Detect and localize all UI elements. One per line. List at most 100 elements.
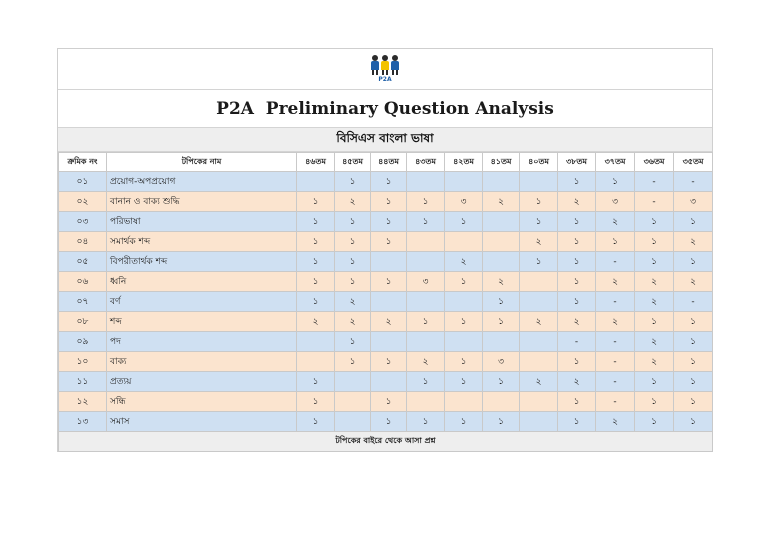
count-cell: ২ [673, 231, 713, 252]
logo-text: P2A [378, 76, 392, 83]
count-cell: - [673, 291, 713, 312]
count-cell: ২ [519, 371, 558, 392]
topic-cell: বর্ণ [106, 291, 297, 312]
count-cell: ২ [557, 191, 596, 212]
column-header-exam: ৪৬তম [296, 152, 335, 172]
topic-cell: সন্ধি [106, 391, 297, 412]
count-cell: ২ [595, 311, 635, 332]
count-cell: ২ [557, 371, 596, 392]
serial-cell: ১০ [58, 351, 107, 372]
table-row: ০১ প্রয়োগ-অপপ্রয়োগ ১ ১ ১ ১- - [58, 171, 713, 192]
count-cell [370, 251, 407, 272]
count-cell [334, 391, 371, 412]
count-cell: ১ [296, 191, 335, 212]
count-cell: ২ [444, 251, 483, 272]
serial-cell: ০৩ [58, 211, 107, 232]
table-row: ০২ বানান ও বাক্য শুদ্ধি ১ ২ ১ ১ ৩ ২ ১ ২ ৩-৩ [58, 191, 713, 212]
column-header-topic: টপিকের নাম [106, 152, 297, 172]
count-cell: ১ [673, 391, 713, 412]
column-header-exam: ৩৬তম [634, 152, 674, 172]
topic-cell: প্রত্যয় [106, 371, 297, 392]
topic-cell: বানান ও বাক্য শুদ্ধি [106, 191, 297, 212]
count-cell: - [634, 171, 674, 192]
topic-cell: প্রয়োগ-অপপ্রয়োগ [106, 171, 297, 192]
serial-cell: ০৭ [58, 291, 107, 312]
people-icon [370, 55, 400, 75]
topic-cell: বাক্য [106, 351, 297, 372]
count-cell: ২ [334, 311, 371, 332]
table-row: ১০ বাক্য ১ ১ ২ ১ ৩ ১-২ ১ [58, 351, 713, 372]
count-cell: ১ [444, 271, 483, 292]
count-cell: ১ [557, 351, 596, 372]
count-cell [482, 391, 520, 412]
count-cell: ১ [673, 351, 713, 372]
serial-cell: ১৩ [58, 411, 107, 432]
count-cell: ২ [482, 271, 520, 292]
count-cell [444, 391, 483, 412]
count-cell: ২ [595, 211, 635, 232]
count-cell: ১ [370, 211, 407, 232]
count-cell: ১ [519, 251, 558, 272]
count-cell: ৩ [444, 191, 483, 212]
column-header-serial: ক্রমিক নং [58, 152, 107, 172]
question-analysis-table: ক্রমিক নং টপিকের নাম ৪৬তম ৪৫তম ৪৪তম ৪৩তম ৪২তম ৪… [58, 152, 713, 452]
count-cell: ১ [673, 211, 713, 232]
count-cell: ২ [296, 311, 335, 332]
count-cell: - [595, 291, 635, 312]
count-cell: ২ [557, 311, 596, 332]
count-cell: ১ [673, 251, 713, 272]
count-cell: ১ [334, 271, 371, 292]
count-cell [406, 231, 445, 252]
count-cell [519, 351, 558, 372]
count-cell: ১ [595, 171, 635, 192]
footer-label: টপিকের বাইরে থেকে আসা প্রশ্ন [58, 431, 713, 452]
count-cell: ১ [406, 191, 445, 212]
count-cell: ১ [406, 311, 445, 332]
serial-cell: ০১ [58, 171, 107, 192]
page-title: P2A Preliminary Question Analysis [58, 90, 712, 128]
column-header-exam: ৪১তম [482, 152, 520, 172]
topic-cell: পদ [106, 331, 297, 352]
count-cell: ২ [595, 271, 635, 292]
count-cell: ১ [634, 231, 674, 252]
count-cell: ১ [370, 391, 407, 412]
count-cell [482, 231, 520, 252]
count-cell [406, 291, 445, 312]
serial-cell: ০৯ [58, 331, 107, 352]
serial-cell: ০৫ [58, 251, 107, 272]
column-header-exam: ৪০তম [519, 152, 558, 172]
count-cell: ২ [673, 271, 713, 292]
count-cell [519, 391, 558, 412]
table-header-row: ক্রমিক নং টপিকের নাম ৪৬তম ৪৫তম ৪৪তম ৪৩তম ৪২তম ৪… [58, 152, 713, 172]
count-cell: ৩ [406, 271, 445, 292]
serial-cell: ০২ [58, 191, 107, 212]
count-cell: ৩ [595, 191, 635, 212]
table-row: ০৬ ধ্বনি ১ ১ ১ ৩ ১ ২ ১ ২ ২ ২ [58, 271, 713, 292]
count-cell [406, 391, 445, 412]
count-cell: ১ [557, 171, 596, 192]
count-cell: ১ [557, 291, 596, 312]
count-cell: ১ [482, 411, 520, 432]
count-cell: ১ [370, 191, 407, 212]
count-cell: ১ [444, 351, 483, 372]
count-cell: ১ [557, 211, 596, 232]
count-cell: ১ [406, 371, 445, 392]
count-cell: ১ [296, 271, 335, 292]
table-row: ০৯ পদ ১- -২ ১ [58, 331, 713, 352]
count-cell: ১ [370, 171, 407, 192]
count-cell: ১ [296, 371, 335, 392]
count-cell: ২ [334, 291, 371, 312]
count-cell: ১ [444, 371, 483, 392]
topic-cell: ধ্বনি [106, 271, 297, 292]
count-cell [370, 331, 407, 352]
count-cell: ১ [370, 411, 407, 432]
table-row: ০৩ পরিভাষা ১ ১ ১ ১ ১ ১ ১ ২ ১ ১ [58, 211, 713, 232]
count-cell [334, 371, 371, 392]
count-cell: ১ [370, 271, 407, 292]
count-cell: ১ [334, 231, 371, 252]
table-row: ০৪ সমার্থক শব্দ ১ ১ ১ ২ ১ ১ ১ ২ [58, 231, 713, 252]
analysis-sheet: P2A P2A Preliminary Question Analysis বি… [57, 48, 713, 452]
count-cell [482, 251, 520, 272]
serial-cell: ১১ [58, 371, 107, 392]
count-cell: - [595, 351, 635, 372]
